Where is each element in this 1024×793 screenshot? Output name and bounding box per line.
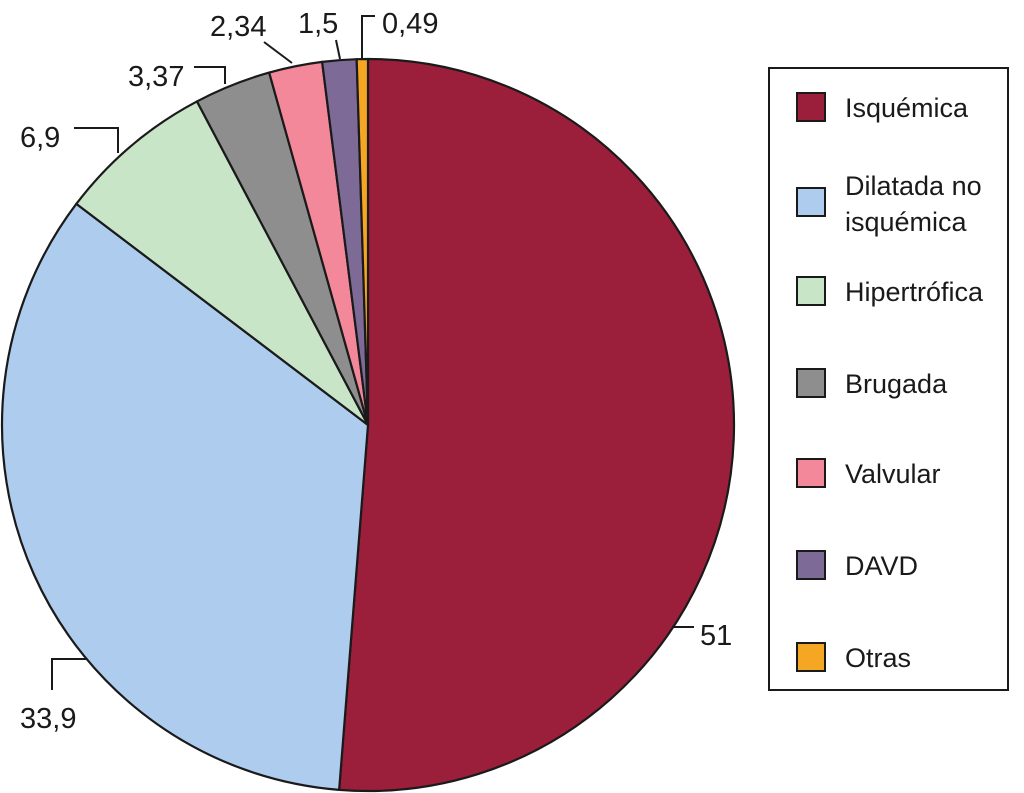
pie-slice [338,57,736,793]
data-label: 6,9 [20,122,60,154]
legend-swatch [796,368,826,398]
data-label: 51 [700,620,732,652]
pie-slice [75,100,370,427]
data-label: 0,49 [382,8,438,40]
legend-label: Isquémica [845,93,969,123]
leader-line [51,658,86,690]
data-label: 2,34 [210,11,266,43]
data-label: 33,9 [20,703,76,735]
legend-label: Valvular [845,459,941,489]
data-label: 3,37 [128,61,184,93]
leader-line [194,66,226,84]
leader-line [335,39,341,60]
leader-line [361,15,375,60]
legend-swatch [796,642,826,672]
legend-label: Brugada [845,369,948,399]
legend-label: Otras [845,643,911,673]
leader-line [74,127,119,153]
leader-line [263,41,293,64]
legend-label: Hipertrófica [845,277,984,307]
legend-swatch [796,276,826,306]
legend-label: Dilatada no [845,171,982,201]
legend-swatch [796,550,826,580]
legend-swatch [796,92,826,122]
data-label: 1,5 [298,8,338,40]
legend-swatch [796,187,826,217]
legend-label: DAVD [845,551,918,581]
pie-slice [0,202,370,791]
legend-swatch [796,458,826,488]
legend-label: isquémica [845,207,968,237]
